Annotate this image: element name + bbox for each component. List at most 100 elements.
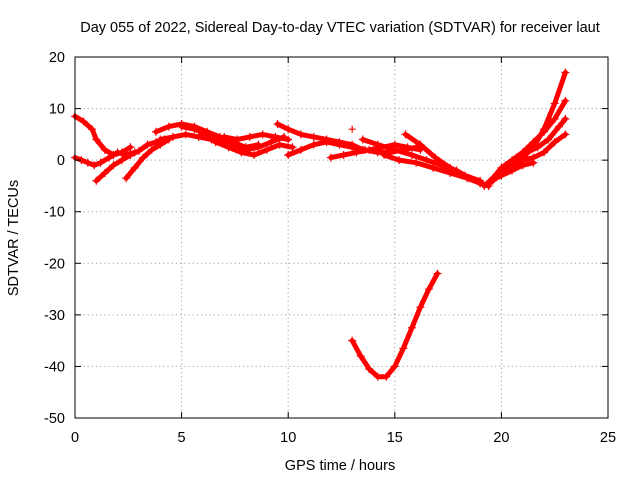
data-point bbox=[446, 163, 455, 172]
data-point bbox=[561, 68, 570, 77]
data-point bbox=[198, 130, 207, 139]
data-point bbox=[486, 176, 495, 185]
data-point bbox=[254, 143, 263, 152]
data-point bbox=[352, 148, 361, 157]
data-point bbox=[237, 148, 246, 157]
data-point bbox=[92, 135, 101, 144]
data-point bbox=[390, 362, 399, 371]
data-point bbox=[373, 372, 382, 381]
y-tick-label: -20 bbox=[44, 256, 65, 272]
data-point bbox=[90, 161, 99, 170]
data-point bbox=[130, 163, 139, 172]
series-arc-20 bbox=[486, 158, 538, 185]
series-line bbox=[123, 137, 172, 181]
series-arc-2 bbox=[71, 112, 135, 159]
series-arc-14 bbox=[401, 130, 485, 185]
series-line bbox=[403, 131, 483, 184]
data-point bbox=[326, 153, 335, 162]
data-point bbox=[267, 138, 276, 147]
data-point bbox=[296, 145, 305, 154]
data-point bbox=[126, 143, 135, 152]
data-point bbox=[92, 176, 101, 185]
data-point bbox=[533, 143, 542, 152]
data-point bbox=[117, 148, 126, 157]
data-point bbox=[169, 132, 178, 141]
y-tick-label: 20 bbox=[49, 50, 65, 66]
data-point bbox=[561, 130, 570, 139]
data-point bbox=[358, 135, 367, 144]
data-point bbox=[348, 336, 357, 345]
data-point bbox=[380, 150, 389, 159]
data-point bbox=[476, 176, 485, 185]
data-point bbox=[365, 365, 374, 374]
data-point bbox=[407, 150, 416, 159]
data-point bbox=[429, 163, 438, 172]
data-point bbox=[224, 143, 233, 152]
y-tick-label: -50 bbox=[44, 411, 65, 427]
data-point bbox=[211, 138, 220, 147]
data-point bbox=[126, 150, 135, 159]
data-point bbox=[147, 145, 156, 154]
data-point bbox=[83, 158, 92, 167]
data-point bbox=[258, 130, 267, 139]
data-point bbox=[134, 146, 143, 155]
series-line bbox=[481, 70, 568, 189]
data-point bbox=[480, 181, 489, 190]
data-point bbox=[540, 127, 549, 136]
data-point bbox=[412, 158, 421, 167]
grid-layer bbox=[75, 57, 608, 418]
data-point bbox=[194, 132, 203, 141]
data-point bbox=[461, 171, 470, 180]
data-point bbox=[540, 148, 549, 157]
data-point bbox=[275, 140, 284, 149]
data-point bbox=[382, 372, 391, 381]
series-arc-6 bbox=[156, 130, 293, 144]
data-point bbox=[279, 132, 288, 141]
data-point bbox=[181, 130, 190, 139]
y-tick-label: -30 bbox=[44, 308, 65, 324]
data-point bbox=[117, 156, 126, 165]
data-point bbox=[190, 125, 199, 134]
data-point bbox=[284, 135, 293, 144]
data-point bbox=[288, 143, 297, 152]
data-point bbox=[550, 99, 559, 108]
chart-title: Day 055 of 2022, Sidereal Day-to-day VTE… bbox=[80, 20, 600, 36]
data-point bbox=[250, 150, 259, 159]
data-point bbox=[122, 174, 131, 183]
series-line bbox=[200, 131, 295, 158]
plot-frame bbox=[74, 56, 609, 419]
data-point bbox=[79, 117, 88, 126]
data-point bbox=[395, 156, 404, 165]
data-point bbox=[550, 138, 559, 147]
x-axis-label: GPS time / hours bbox=[285, 458, 395, 474]
data-point bbox=[88, 125, 97, 134]
x-tick-label: 25 bbox=[600, 430, 616, 446]
data-point bbox=[348, 143, 357, 152]
series-arc-15 bbox=[348, 269, 442, 381]
x-tick-label: 15 bbox=[387, 430, 403, 446]
data-point bbox=[416, 140, 425, 149]
data-point bbox=[156, 135, 165, 144]
data-point bbox=[296, 130, 305, 139]
data-point bbox=[322, 138, 331, 147]
data-point bbox=[273, 120, 282, 129]
series-layer bbox=[71, 68, 570, 381]
data-point bbox=[529, 158, 538, 167]
x-tick-label: 0 bbox=[71, 430, 79, 446]
data-point bbox=[424, 285, 433, 294]
data-point bbox=[416, 303, 425, 312]
y-tick-label: 10 bbox=[49, 102, 65, 118]
data-point bbox=[164, 122, 173, 131]
data-point bbox=[100, 169, 109, 178]
x-tick-label: 5 bbox=[178, 430, 186, 446]
data-point bbox=[284, 150, 293, 159]
data-point bbox=[512, 153, 521, 162]
data-point bbox=[544, 135, 553, 144]
data-point bbox=[284, 125, 293, 134]
y-axis-label: SDTVAR / TECUs bbox=[6, 180, 22, 296]
data-point bbox=[233, 135, 242, 144]
data-point bbox=[433, 269, 442, 278]
data-point bbox=[177, 122, 186, 131]
